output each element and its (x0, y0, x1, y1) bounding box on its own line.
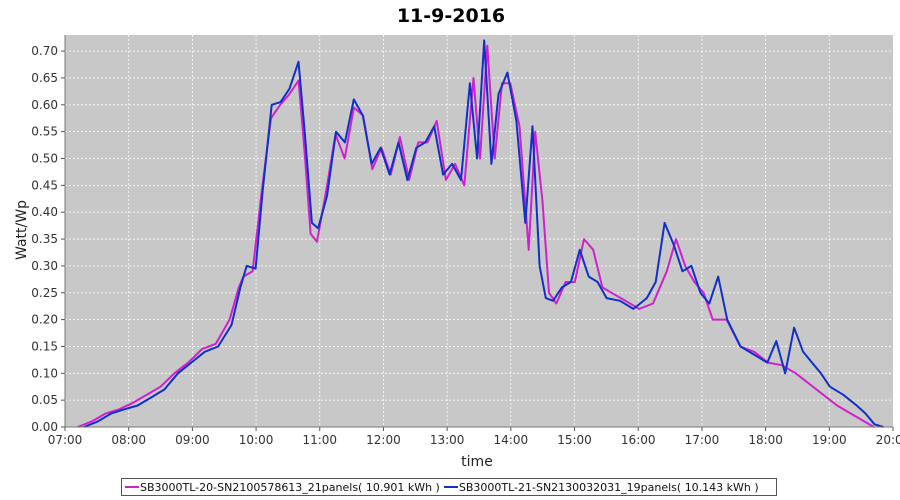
x-tick-label: 07:00 (48, 433, 83, 447)
y-tick-label: 0.35 (31, 232, 58, 246)
y-tick-label: 0.15 (31, 339, 58, 353)
y-tick-label: 0.05 (31, 393, 58, 407)
legend-label-series-1: SB3000TL-20-SN2100578613_21panels( 10.90… (140, 480, 440, 494)
legend: SB3000TL-20-SN2100578613_21panels( 10.90… (121, 478, 777, 496)
legend-label-series-2: SB3000TL-21-SN2130032031_19panels( 10.14… (458, 480, 759, 494)
y-axis: 0.00 0.05 0.10 0.15 0.20 0.25 0.30 0.35 0.40 0.45… (31, 35, 66, 434)
x-tick-label: 09:00 (175, 433, 210, 447)
y-axis-label: Watt/Wp (14, 200, 30, 260)
x-tick-label: 11:00 (302, 433, 337, 447)
y-tick-label: 0.70 (31, 44, 58, 58)
plot-area (65, 35, 893, 427)
y-tick-label: 0.65 (31, 71, 58, 85)
y-tick-label: 0.60 (31, 98, 58, 112)
x-tick-label: 17:00 (685, 433, 720, 447)
x-tick-label: 19:00 (812, 433, 847, 447)
y-tick-label: 0.00 (31, 420, 58, 434)
series-layer (77, 39, 884, 428)
y-tick-label: 0.20 (31, 313, 58, 327)
series-line-2 (83, 39, 884, 428)
legend-item-series-2: SB3000TL-21-SN2130032031_19panels( 10.14… (443, 480, 759, 494)
chart-title: 11-9-2016 (397, 5, 505, 27)
x-axis: 07:00 08:00 09:00 10:00 11:00 12:00 13:00 14:00… (48, 426, 900, 447)
y-tick-label: 0.10 (31, 366, 58, 380)
y-tick-label: 0.55 (31, 125, 58, 139)
y-tick-label: 0.45 (31, 178, 58, 192)
y-tick-label: 0.25 (31, 286, 58, 300)
x-axis-label: time (461, 454, 493, 470)
x-tick-label: 14:00 (494, 433, 529, 447)
x-tick-label: 16:00 (621, 433, 656, 447)
legend-swatch-series-1 (125, 486, 139, 488)
x-tick-label: 15:00 (557, 433, 592, 447)
y-tick-label: 0.30 (31, 259, 58, 273)
grid (65, 35, 893, 427)
x-tick-label: 08:00 (111, 433, 146, 447)
x-tick-label: 10:00 (239, 433, 274, 447)
y-tick-label: 0.40 (31, 205, 58, 219)
x-tick-label: 13:00 (430, 433, 465, 447)
x-tick-label: 12:00 (366, 433, 401, 447)
legend-item-series-1: SB3000TL-20-SN2100578613_21panels( 10.90… (125, 481, 440, 494)
x-tick-label: 20:00 (876, 433, 900, 447)
legend-swatch-series-2 (443, 486, 458, 488)
y-tick-label: 0.50 (31, 152, 58, 166)
x-tick-label: 18:00 (748, 433, 783, 447)
